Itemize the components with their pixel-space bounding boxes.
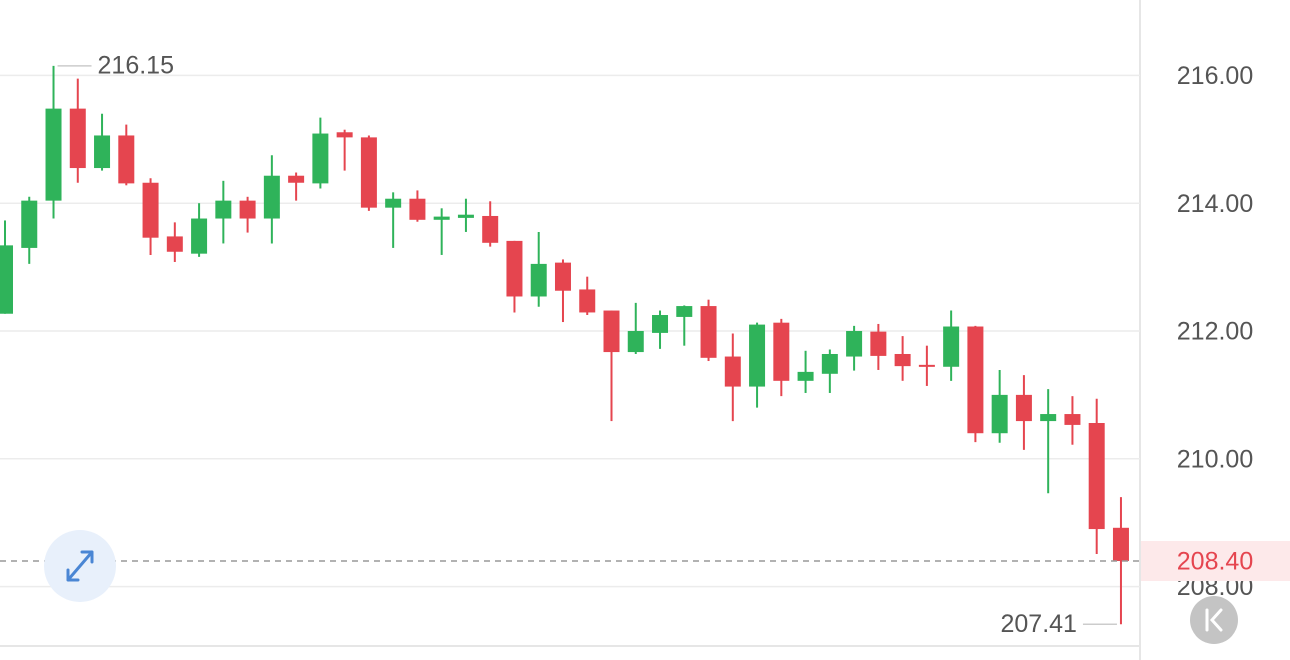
candle-body: [263, 175, 280, 219]
candle-body: [846, 330, 863, 357]
candle-body: [1040, 414, 1057, 422]
candle-body: [45, 108, 62, 201]
scroll-latest-button[interactable]: [1190, 596, 1238, 644]
candle-body: [797, 371, 814, 381]
candle-body: [336, 132, 353, 138]
candle-body: [215, 200, 232, 219]
candle-body: [288, 175, 305, 183]
candle-body: [1112, 527, 1129, 562]
candle-body: [360, 137, 377, 208]
candle-body: [676, 306, 693, 317]
candle-body: [506, 240, 523, 297]
candle-body: [69, 108, 86, 169]
candle-body: [894, 353, 911, 367]
candle-body: [0, 245, 13, 314]
candle-body: [579, 289, 596, 313]
candle-body: [142, 182, 159, 238]
candle-body: [870, 331, 887, 356]
candle-body: [457, 214, 474, 218]
candle-body: [991, 394, 1008, 434]
candle-body: [239, 200, 256, 219]
candle-body: [603, 310, 620, 353]
y-tick-label: 214.00: [1177, 190, 1253, 218]
candle-body: [433, 216, 450, 220]
candle-body: [724, 356, 741, 387]
candle-body: [118, 135, 135, 184]
candle-body: [773, 322, 790, 381]
candle-body: [554, 262, 571, 291]
candle-body: [166, 236, 183, 252]
y-tick-label: 210.00: [1177, 445, 1253, 473]
y-tick-label: 212.00: [1177, 318, 1253, 346]
candle-body: [94, 135, 111, 169]
expand-button[interactable]: [44, 530, 116, 602]
max-marker-label: 216.15: [98, 51, 174, 79]
candle-body: [652, 315, 669, 333]
candle-body: [1015, 394, 1032, 422]
candle-body: [967, 326, 984, 434]
candle-body: [482, 215, 499, 243]
candle-body: [943, 326, 960, 367]
last-price-box: [1141, 541, 1290, 582]
candles: [0, 65, 1129, 625]
candle-body: [409, 198, 426, 220]
candle-body: [749, 324, 766, 387]
candle-body: [312, 133, 329, 184]
overlay: 216.15 207.41 208.40: [0, 51, 1290, 638]
candle-body: [821, 353, 838, 374]
candle-body: [191, 218, 208, 254]
candle-body: [918, 364, 935, 367]
candle-body: [627, 330, 644, 353]
candle-body: [385, 198, 402, 208]
candle-body: [21, 200, 38, 248]
y-tick-label: 216.00: [1177, 62, 1253, 90]
last-price-label: 208.40: [1177, 548, 1253, 576]
candle-body: [530, 263, 547, 297]
candle-body: [1088, 422, 1105, 530]
candle-body: [1064, 414, 1081, 425]
candle-body: [700, 306, 717, 358]
min-marker-label: 207.41: [1000, 610, 1076, 638]
